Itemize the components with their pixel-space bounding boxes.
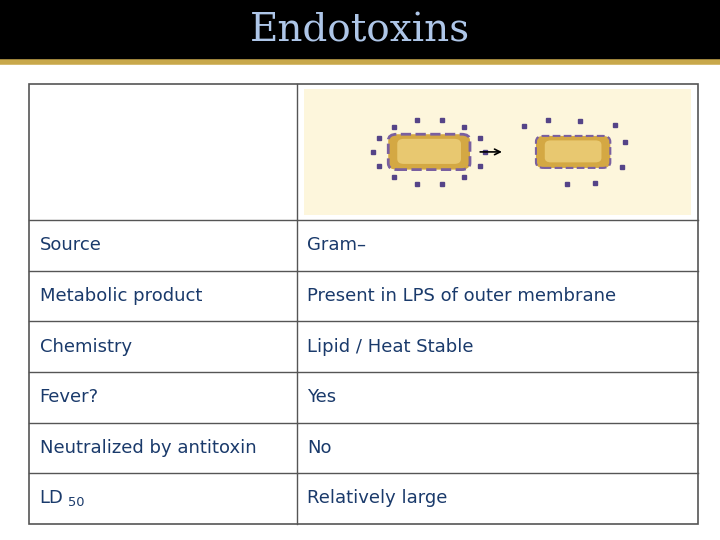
Text: Chemistry: Chemistry [40, 338, 132, 356]
FancyBboxPatch shape [0, 0, 720, 62]
Text: Lipid / Heat Stable: Lipid / Heat Stable [307, 338, 474, 356]
FancyBboxPatch shape [397, 139, 461, 164]
Bar [304, 89, 691, 215]
Text: Fever?: Fever? [40, 388, 99, 406]
Text: Relatively large: Relatively large [307, 489, 448, 508]
Text: Gram–: Gram– [307, 237, 366, 254]
Text: Endotoxins: Endotoxins [250, 12, 470, 50]
Text: Yes: Yes [307, 388, 336, 406]
Text: 50: 50 [68, 496, 85, 509]
Text: Present in LPS of outer membrane: Present in LPS of outer membrane [307, 287, 616, 305]
Text: No: No [307, 439, 332, 457]
FancyBboxPatch shape [545, 140, 601, 163]
Text: Source: Source [40, 237, 102, 254]
Bar [29, 84, 698, 524]
Text: Metabolic product: Metabolic product [40, 287, 202, 305]
FancyBboxPatch shape [536, 136, 611, 168]
Text: LD: LD [40, 489, 63, 508]
Text: Neutralized by antitoxin: Neutralized by antitoxin [40, 439, 256, 457]
FancyBboxPatch shape [388, 134, 470, 170]
